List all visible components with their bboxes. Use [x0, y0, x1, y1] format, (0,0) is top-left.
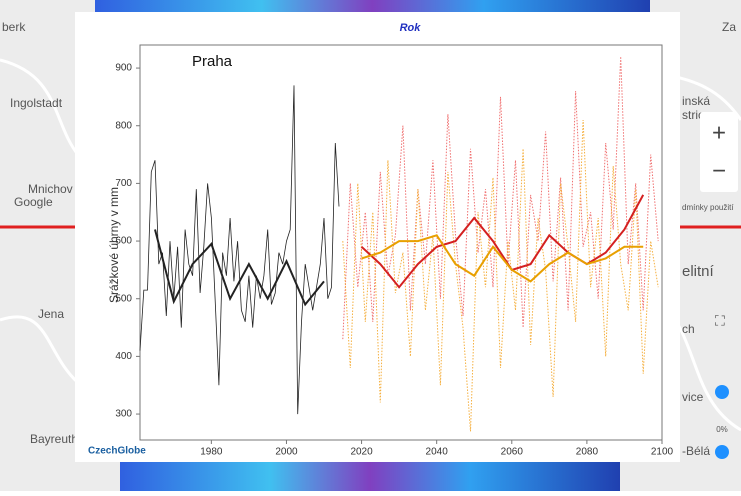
minus-button[interactable]	[715, 445, 729, 459]
map-label: Google	[14, 195, 53, 209]
x-tick-label: 2020	[350, 447, 373, 458]
x-tick-label: 2100	[651, 447, 674, 458]
map-label: berk	[2, 20, 26, 34]
x-tick-label: 2040	[426, 447, 449, 458]
map-label: Mnichov	[28, 182, 73, 196]
map-label: vice	[682, 390, 704, 404]
opacity-label: 0%	[716, 425, 728, 434]
y-tick-label: 700	[115, 178, 132, 189]
plus-button[interactable]	[715, 385, 729, 399]
fullscreen-button[interactable]: ⛶	[715, 313, 725, 329]
zoom-out[interactable]: −	[712, 157, 726, 184]
map-label: dmínky použití	[682, 203, 734, 212]
y-tick-label: 300	[115, 409, 132, 420]
chart-title: Rok	[400, 22, 422, 34]
y-tick-label: 600	[115, 236, 132, 247]
zoom-in[interactable]: +	[712, 119, 726, 146]
map-label: Jena	[38, 307, 64, 321]
map-label: Ingolstadt	[10, 96, 63, 110]
page: berk Ingolstadt Mnichov Google Jena Bayr…	[0, 0, 741, 491]
x-tick-label: 2080	[576, 447, 599, 458]
map-label: Za	[722, 20, 736, 34]
map-label: inská	[682, 94, 710, 108]
rain-overlay	[120, 460, 620, 491]
rain-overlay	[95, 0, 650, 14]
x-tick-label: 2000	[275, 447, 298, 458]
x-tick-label: 1980	[200, 447, 223, 458]
y-tick-label: 800	[115, 120, 132, 131]
map-label: ch	[682, 322, 695, 336]
x-tick-label: 2060	[501, 447, 524, 458]
logo: CzechGlobe	[88, 446, 146, 457]
map-label: Bayreuth	[30, 432, 78, 446]
y-tick-label: 500	[115, 293, 132, 304]
map-label: elitní	[682, 263, 715, 280]
annotation: Praha	[192, 53, 233, 70]
screen: berk Ingolstadt Mnichov Google Jena Bayr…	[0, 0, 741, 491]
map-label: -Bélá	[682, 444, 710, 458]
chart-panel	[75, 12, 680, 462]
y-tick-label: 900	[115, 63, 132, 74]
y-tick-label: 400	[115, 351, 132, 362]
